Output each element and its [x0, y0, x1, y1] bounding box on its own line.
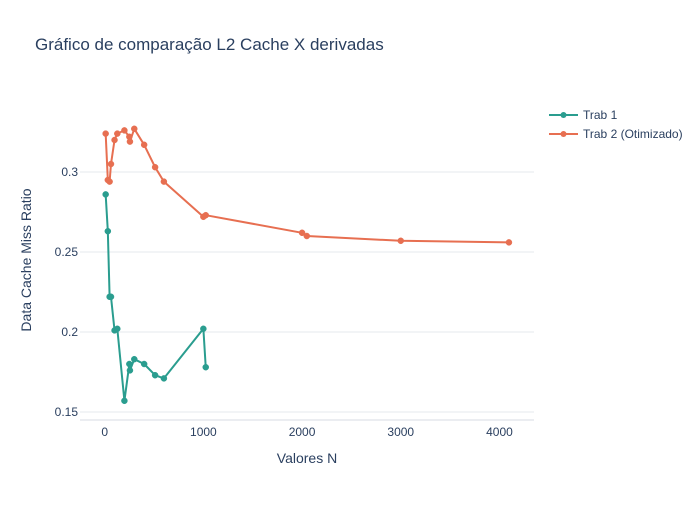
data-point[interactable] — [114, 325, 121, 333]
data-point[interactable] — [126, 138, 134, 145]
series-1 — [102, 191, 209, 405]
data-point[interactable] — [397, 237, 405, 245]
data-point[interactable] — [121, 397, 128, 405]
data-point[interactable] — [140, 141, 148, 149]
data-point[interactable] — [160, 375, 168, 382]
data-point[interactable] — [114, 130, 121, 137]
legend-item-1[interactable]: Trab 1 — [549, 108, 618, 122]
grid-layer — [80, 171, 534, 413]
data-point[interactable] — [126, 360, 133, 368]
data-point[interactable] — [121, 127, 128, 134]
x-tick-label: 4000 — [486, 425, 513, 439]
legend-label: Trab 1 — [583, 108, 618, 122]
data-point[interactable] — [131, 125, 138, 133]
data-point[interactable] — [505, 239, 513, 246]
series-2 — [102, 125, 513, 246]
chart-title: Gráfico de comparação L2 Cache X derivad… — [35, 35, 384, 54]
axis-layer: 0.15 0.2 0.25 0.3 0 1000 2000 3000 4000 — [55, 165, 534, 439]
data-point[interactable] — [131, 355, 138, 363]
series-line — [104, 127, 510, 244]
y-tick-label: 0.2 — [61, 325, 78, 339]
data-point[interactable] — [102, 191, 109, 198]
x-tick-label: 0 — [101, 425, 108, 439]
y-tick-label: 0.25 — [55, 245, 79, 259]
data-point[interactable] — [111, 136, 118, 144]
series-layer — [102, 125, 513, 405]
x-tick-label: 3000 — [387, 425, 414, 439]
legend-marker-icon — [560, 112, 567, 118]
data-point[interactable] — [140, 360, 148, 368]
data-point[interactable] — [151, 163, 159, 171]
data-point[interactable] — [126, 367, 134, 374]
data-point[interactable] — [160, 178, 168, 185]
data-point[interactable] — [104, 227, 112, 235]
data-point[interactable] — [298, 229, 306, 237]
data-point[interactable] — [303, 232, 311, 240]
data-point[interactable] — [202, 363, 209, 371]
y-tick-label: 0.3 — [61, 165, 78, 179]
y-tick-label: 0.15 — [55, 405, 79, 419]
legend-item-2[interactable]: Trab 2 (Otimizado) — [549, 127, 683, 141]
x-tick-label: 1000 — [190, 425, 217, 439]
x-tick-label: 2000 — [289, 425, 316, 439]
data-point[interactable] — [102, 130, 109, 137]
x-axis-title: Valores N — [277, 450, 337, 466]
legend-label: Trab 2 (Otimizado) — [583, 127, 683, 141]
data-point[interactable] — [106, 178, 113, 185]
series-line — [104, 193, 207, 402]
data-point[interactable] — [151, 371, 159, 379]
data-point[interactable] — [107, 160, 115, 168]
data-point[interactable] — [200, 325, 207, 333]
data-point[interactable] — [107, 293, 115, 301]
data-point[interactable] — [202, 211, 209, 219]
legend-marker-icon — [560, 131, 567, 137]
legend: Trab 1 Trab 2 (Otimizado) — [549, 108, 683, 141]
y-axis-title: Data Cache Miss Ratio — [18, 188, 34, 331]
